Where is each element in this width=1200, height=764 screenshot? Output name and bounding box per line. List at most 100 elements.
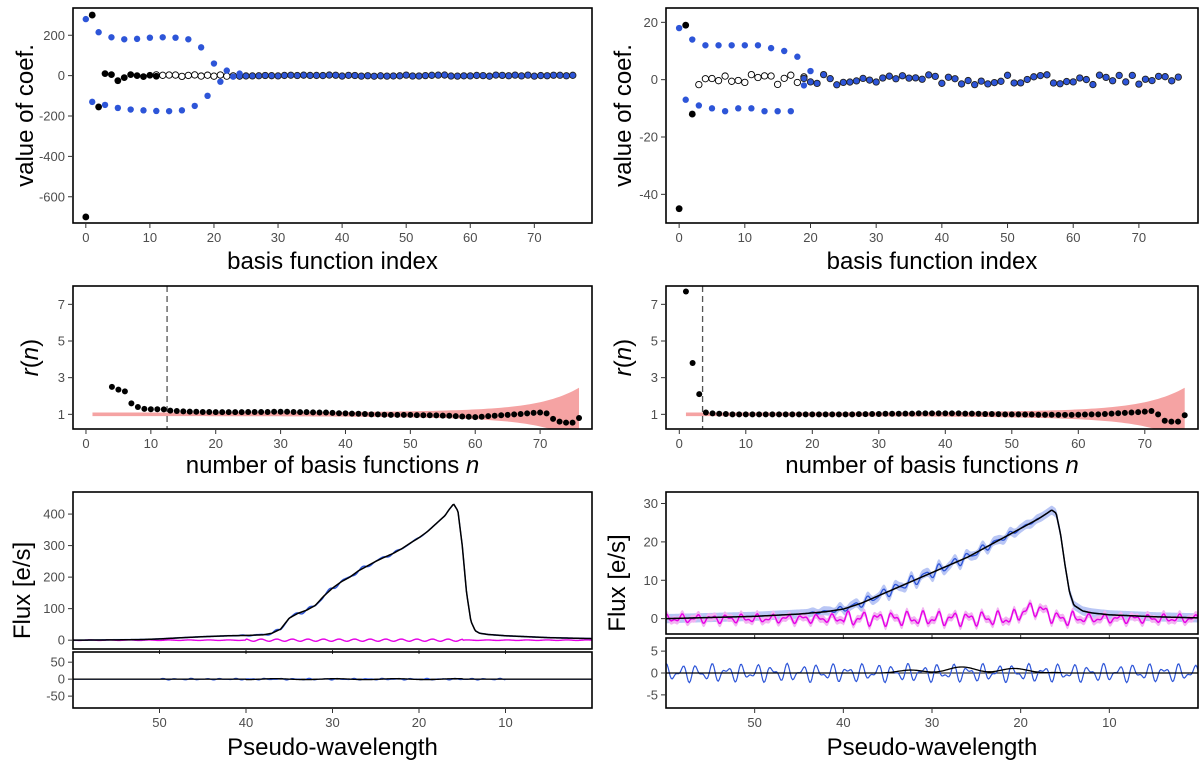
rn-left-point [550,415,557,422]
coef-right-open-point [747,70,756,79]
coef-right-filled-point [846,78,854,86]
coef-right-filled-point [1076,74,1084,82]
coef-left-filled-point [351,71,359,80]
rn-right-point [842,411,849,418]
rn-right-point [1168,418,1175,425]
coef-right-black-point [682,21,690,29]
rn-left-point [465,413,472,420]
rn-left-ytick-label: 3 [58,370,65,385]
rn-right-error-band [685,387,1185,429]
coef-left-filled-point [453,72,462,80]
rn-left-point [277,408,284,415]
coef-left-xlabel: basis function index [227,248,438,275]
flux-right-ytick-label: 0 [651,611,658,626]
flux-right-residual-xtick-label: 50 [747,715,761,730]
flux-left-ytick-label: 100 [43,601,65,616]
coef-left-ytick-label: -200 [39,109,65,124]
flux-left-residual-area [73,677,592,681]
coef-left-black-point [152,72,160,80]
rn-right-point [1148,408,1155,415]
coef-right-filled-point [1010,79,1018,87]
rn-left-point [134,404,141,410]
coef-right-filled-point [819,70,828,79]
rn-right-point [1181,412,1188,419]
coef-right-black-point [688,110,696,118]
flux-right-panel: 0 10 20 30 -5 0 5 50 40 30 20 10 Pseudo-wavelength Fl… [604,491,1199,761]
coef-right-blue-point [708,105,716,112]
rn-left-point [238,409,245,416]
flux-right-residual-xtick-label: 10 [1102,715,1116,730]
flux-right-residual-xtick-label: 40 [836,715,850,730]
rn-left-point [556,418,563,425]
rn-right-xtick-label: 20 [805,436,819,451]
rn-left-point [251,408,258,415]
coef-right-xtick-label: 30 [869,230,883,245]
coef-left-filled-point [338,72,346,80]
coef-right-filled-point [1115,71,1123,80]
flux-left-black-line [73,503,592,641]
flux-right-residual-xtick-label: 30 [925,715,939,730]
coef-right-filled-point [997,77,1005,85]
coef-left-filled-point [556,71,564,79]
coef-right-frame [665,7,1199,224]
rn-right-point [1081,411,1088,418]
flux-right-residual-area [666,662,1198,684]
rn-right-xtick-label: 50 [1005,436,1019,451]
coef-right-filled-point [1135,80,1143,88]
coef-left-ytick-label: -600 [39,189,65,204]
coef-left-black-point [146,71,154,79]
rn-left-point [173,408,180,415]
flux-right-residual-xtick-label: 20 [1013,715,1027,730]
coef-left-black-point [88,11,96,19]
coef-left-black-point [82,213,90,221]
rn-left-point [407,411,414,418]
rn-left-point [439,412,446,419]
rn-right-point [929,410,935,417]
rn-right-point [862,411,869,418]
coef-right-blue-point [794,53,801,60]
rn-right-point [736,411,743,418]
rn-left-point [316,409,323,416]
rn-right-point [1022,411,1029,418]
coef-right-filled-point [990,78,999,87]
coef-left-filled-point [300,71,308,79]
flux-right-magenta-line [666,602,1198,628]
coef-right-filled-point [1049,79,1058,87]
coef-right-open-point [741,78,749,87]
coef-right-filled-point [1043,71,1051,79]
rn-left-point [504,411,511,418]
coef-right-filled-point [865,76,874,84]
coef-left-open-point [171,71,180,79]
coef-right-xtick-label: 50 [1000,230,1014,245]
coef-left-filled-point [434,71,442,79]
coef-left-filled-point [524,71,532,79]
coef-left-black-point [140,73,147,81]
rn-left-xtick-label: 10 [144,436,158,451]
flux-right-ytick-label: 30 [644,496,658,511]
coef-right-filled-point [1154,72,1163,80]
rn-right-point [1048,411,1055,418]
coef-left-blue-point [121,36,128,43]
coef-left-ytick-label: -400 [39,149,65,164]
rn-right-xtick-label: 0 [676,436,683,451]
coef-left-blue-point [146,34,154,41]
coef-left-filled-point [332,71,340,79]
coef-right-blue-point [748,105,755,112]
coef-right-open-point [728,77,736,85]
coef-right-open-point [767,72,775,80]
coef-right-filled-point [885,72,893,80]
rn-right-point [1128,409,1135,416]
coef-right-filled-point [925,71,933,79]
coef-left-panel: 0 10 20 30 40 50 60 70 -600 -400 -200 0 200 basis fun… [12,7,593,275]
rn-right-point [988,410,995,417]
coef-left-blue-point [159,34,166,41]
flux-left-magenta-line [73,638,592,642]
rn-right-ylabel: r(n) [610,339,637,376]
coef-left-filled-point [492,71,500,79]
coef-left-ytick-label: 0 [58,68,65,83]
rn-right-point [815,411,822,418]
coef-right-blue-point [741,42,749,49]
coef-left-filled-point [511,71,519,79]
coef-left-blue-point [223,67,230,74]
